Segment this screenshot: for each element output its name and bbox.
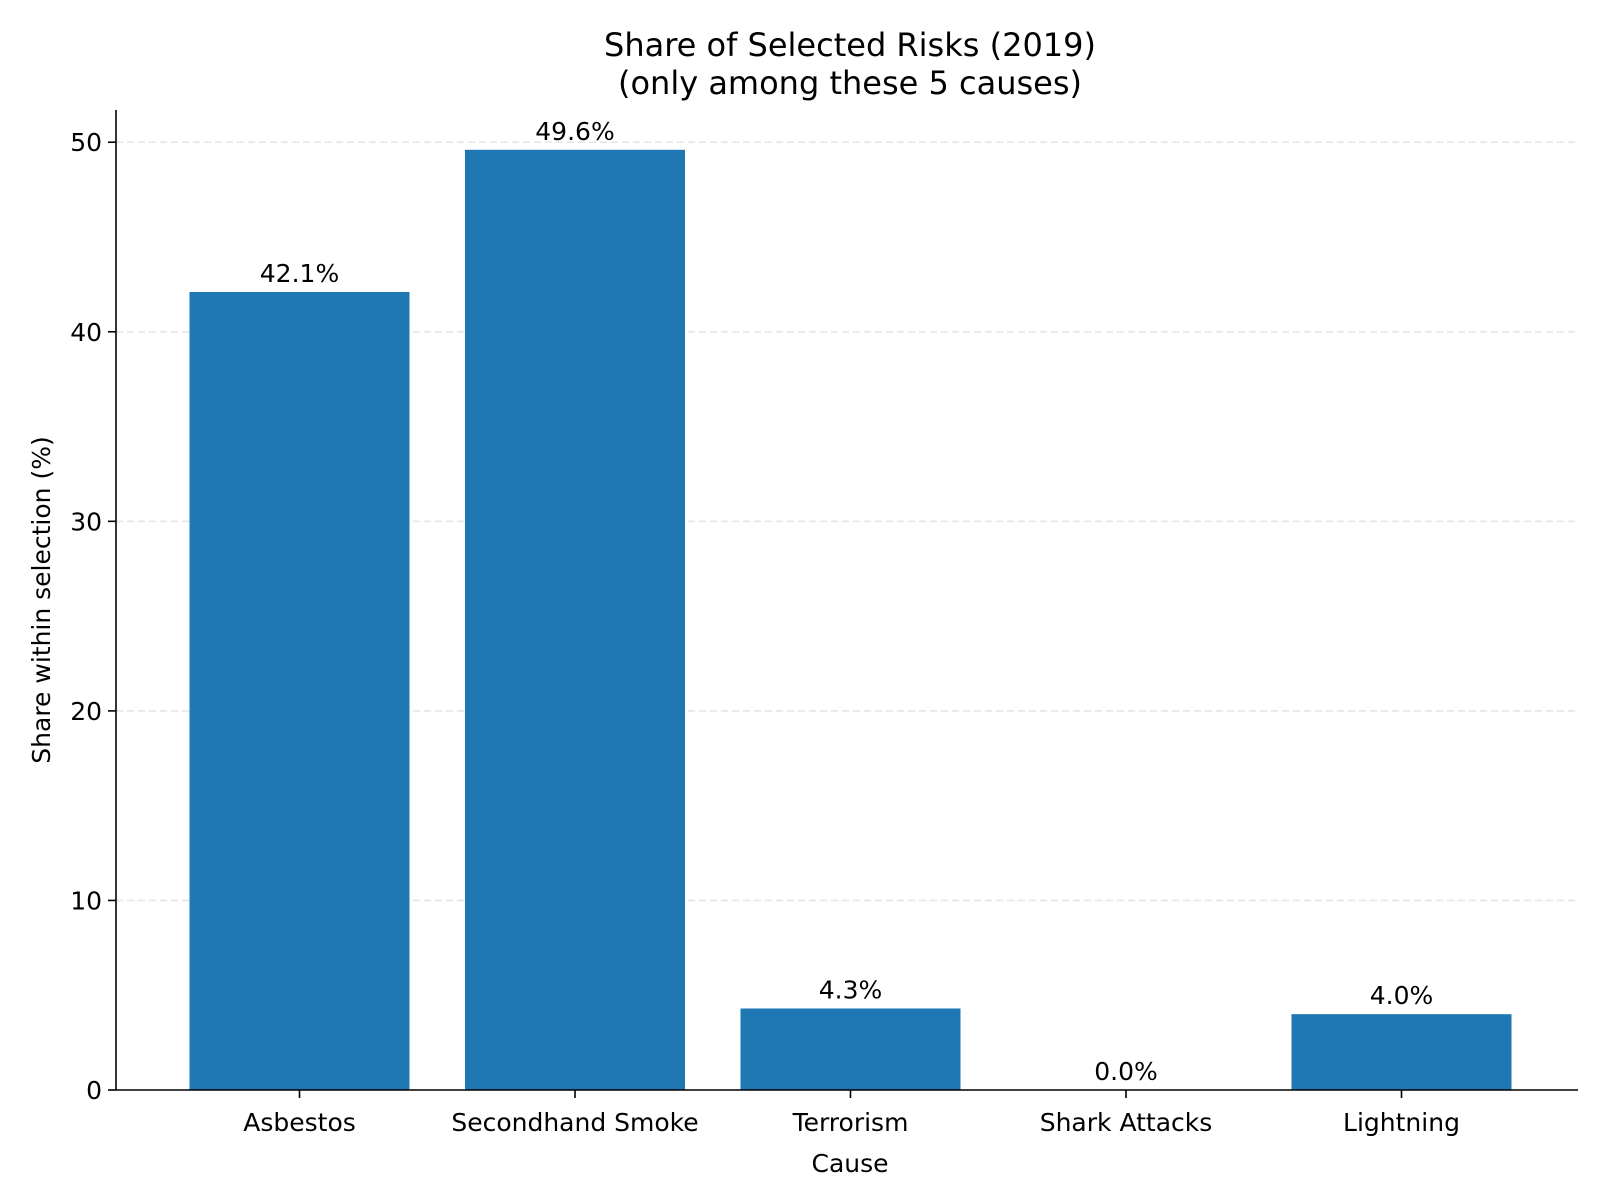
y-tick-label: 40: [70, 318, 102, 347]
bar: [1291, 1014, 1512, 1090]
x-tick-label: Secondhand Smoke: [451, 1108, 698, 1137]
bar-data-label: 0.0%: [1094, 1057, 1158, 1086]
x-tick-label: Asbestos: [243, 1108, 356, 1137]
chart-title: Share of Selected Risks (2019): [604, 26, 1096, 64]
bar-data-label: 49.6%: [535, 117, 614, 146]
bar: [740, 1008, 961, 1090]
axes: 0 10 20 30 40 50 Asbestos Secondhand Smoke Terro…: [70, 110, 1578, 1137]
y-tick-label: 0: [86, 1076, 102, 1105]
x-tick-label: Lightning: [1343, 1108, 1460, 1137]
data-labels: 42.1% 49.6% 4.3% 0.0% 4.0%: [260, 117, 1433, 1086]
x-tick-label: Shark Attacks: [1040, 1108, 1213, 1137]
y-tick-label: 10: [70, 886, 102, 915]
x-axis-label: Cause: [811, 1149, 888, 1178]
chart-subtitle: (only among these 5 causes): [618, 64, 1082, 102]
bar-data-label: 42.1%: [260, 259, 339, 288]
bar: [189, 291, 410, 1091]
y-tick-label: 30: [70, 507, 102, 536]
y-tick-label: 20: [70, 697, 102, 726]
bars: [189, 149, 1512, 1091]
bar-data-label: 4.3%: [819, 975, 883, 1004]
x-tick-label: Terrorism: [792, 1108, 909, 1137]
bar: [465, 149, 685, 1090]
y-axis-label: Share within selection (%): [27, 436, 56, 763]
bar-data-label: 4.0%: [1370, 981, 1434, 1010]
y-tick-label: 50: [70, 128, 102, 157]
